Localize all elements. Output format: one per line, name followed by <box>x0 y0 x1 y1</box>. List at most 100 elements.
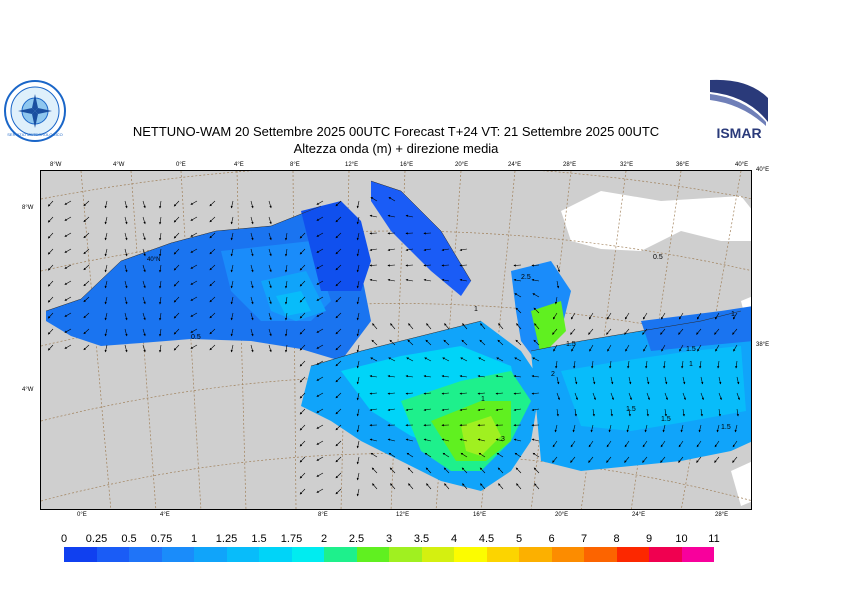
top-tick-11: 36°E <box>676 162 690 168</box>
direction-arrow-444 <box>335 472 342 479</box>
direction-arrow-224 <box>678 328 684 335</box>
contour-label-5: 2 <box>551 371 555 378</box>
direction-arrow-287 <box>663 360 666 369</box>
direction-arrow-51 <box>299 232 306 239</box>
direction-arrow-52 <box>316 232 324 237</box>
ismar-logo: ISMAR <box>708 78 771 142</box>
direction-arrow-196 <box>173 328 180 335</box>
contour-label-4: 3 <box>501 436 505 443</box>
direction-arrow-437 <box>660 456 666 463</box>
direction-arrow-252 <box>479 339 486 346</box>
direction-arrow-169 <box>250 312 254 321</box>
direction-arrow-24 <box>159 216 162 225</box>
direction-arrow-399 <box>423 438 432 442</box>
direction-arrow-91 <box>190 264 198 269</box>
top-tick-0: 8°W <box>50 162 62 168</box>
direction-arrow-336 <box>646 392 650 401</box>
legend-swatch-7 <box>291 547 324 562</box>
direction-arrow-124 <box>299 280 306 287</box>
direction-arrow-101 <box>369 264 378 267</box>
direction-arrow-432 <box>570 456 576 463</box>
direction-arrow-22 <box>124 216 128 225</box>
direction-arrow-67 <box>190 248 198 253</box>
contour-label-0: 0.5 <box>191 334 201 341</box>
direction-arrow-62 <box>104 248 108 257</box>
direction-arrow-397 <box>387 438 396 442</box>
direction-arrow-245 <box>356 344 360 353</box>
legend-level-19: 10 <box>675 533 688 545</box>
direction-arrow-279 <box>514 357 522 362</box>
direction-arrow-326 <box>459 392 468 395</box>
direction-arrow-321 <box>369 392 378 395</box>
direction-arrow-163 <box>142 312 146 321</box>
direction-arrow-165 <box>173 312 180 319</box>
direction-arrow-289 <box>699 360 702 369</box>
legend-level-13: 4.5 <box>478 533 495 545</box>
direction-arrow-126 <box>335 280 342 287</box>
top-tick-2: 0°E <box>176 162 186 168</box>
direction-arrow-175 <box>356 312 360 321</box>
direction-arrow-227 <box>732 328 738 335</box>
direction-arrow-21 <box>104 216 108 225</box>
direction-arrow-459 <box>356 488 360 497</box>
direction-arrow-273 <box>406 357 414 362</box>
legend-swatch-14 <box>519 547 552 562</box>
map-canvas: 0.5 1 1.5 1.5 3 2 1.5 0.5 1 1.5 1.5 1 2.5 1 40°N <box>41 171 751 509</box>
direction-arrow-267 <box>299 360 306 367</box>
direction-arrow-251 <box>461 339 468 346</box>
direction-arrow-329 <box>513 392 522 395</box>
direction-arrow-94 <box>250 264 254 273</box>
direction-arrow-76 <box>356 248 360 257</box>
direction-arrow-174 <box>335 312 342 319</box>
direction-arrow-45 <box>190 232 198 237</box>
direction-arrow-97 <box>299 264 306 271</box>
direction-arrow-230 <box>83 344 90 351</box>
direction-arrow-233 <box>142 344 146 353</box>
direction-arrow-146 <box>209 296 216 303</box>
direction-arrow-330 <box>531 392 540 395</box>
direction-arrow-79 <box>405 248 414 252</box>
direction-arrow-158 <box>47 312 54 319</box>
direction-arrow-211 <box>444 323 450 330</box>
direction-arrow-352 <box>477 408 486 412</box>
direction-arrow-449 <box>425 467 432 474</box>
direction-arrow-37 <box>47 232 54 239</box>
legend-swatch-9 <box>356 547 389 562</box>
bottom-tick-5: 20°E <box>555 512 569 518</box>
direction-arrow-403 <box>495 438 504 442</box>
direction-arrow-2 <box>83 200 90 207</box>
direction-arrow-123 <box>284 280 288 289</box>
direction-arrow-297 <box>387 375 396 378</box>
direction-arrow-184 <box>660 312 666 320</box>
direction-arrow-395 <box>356 440 360 449</box>
direction-arrow-443 <box>316 472 324 477</box>
direction-arrow-246 <box>371 339 378 346</box>
contour-label-2: 1.5 <box>566 341 576 348</box>
direction-arrow-168 <box>230 312 234 321</box>
direction-arrow-315 <box>718 376 722 385</box>
left-tick-4w: 4°W <box>22 387 34 393</box>
direction-arrow-198 <box>209 328 216 335</box>
legend-swatch-3 <box>161 547 194 562</box>
direction-arrow-27 <box>209 216 216 223</box>
direction-arrow-226 <box>714 328 720 335</box>
map-title: NETTUNO-WAM 20 Settembre 2025 00UTC Fore… <box>132 124 660 139</box>
direction-arrow-192 <box>104 328 108 337</box>
direction-arrow-416 <box>732 440 738 448</box>
direction-arrow-385 <box>626 424 630 433</box>
direction-arrow-214 <box>498 323 504 330</box>
direction-arrow-177 <box>533 307 540 314</box>
direction-arrow-325 <box>441 392 450 395</box>
direction-arrow-422 <box>388 452 396 458</box>
direction-arrow-35 <box>387 214 396 218</box>
direction-arrow-71 <box>268 248 272 257</box>
direction-arrow-358 <box>592 408 595 417</box>
direction-arrow-80 <box>423 248 432 252</box>
direction-arrow-8 <box>190 200 198 205</box>
direction-arrow-454 <box>515 467 522 474</box>
direction-arrow-127 <box>356 280 360 289</box>
color-legend <box>64 547 714 562</box>
direction-arrow-191 <box>83 328 90 335</box>
direction-arrow-455 <box>533 467 540 474</box>
direction-arrow-386 <box>644 424 648 433</box>
